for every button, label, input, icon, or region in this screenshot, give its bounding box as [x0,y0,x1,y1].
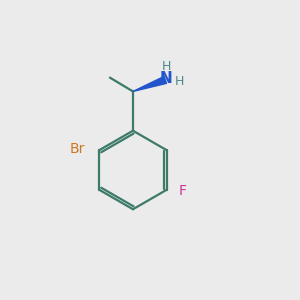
Text: F: F [178,184,187,198]
Text: N: N [160,71,173,86]
Polygon shape [133,76,167,92]
Text: H: H [175,74,184,88]
Text: Br: Br [70,142,85,156]
Text: H: H [162,59,171,73]
